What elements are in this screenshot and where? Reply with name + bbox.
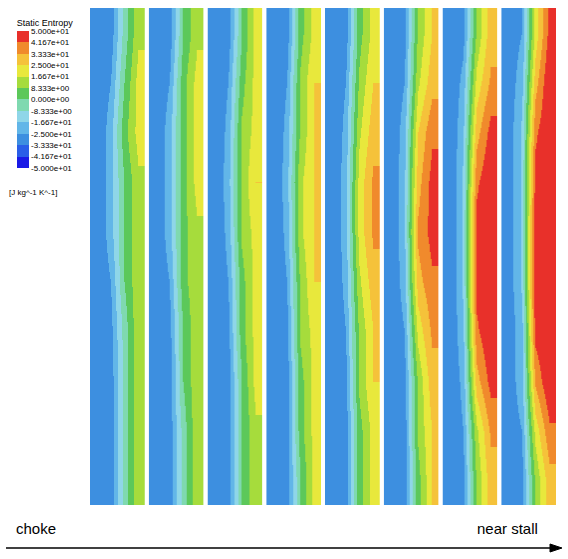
- svg-text:-3.333e+01: -3.333e+01: [31, 141, 72, 150]
- svg-text:1.667e+01: 1.667e+01: [31, 72, 70, 81]
- svg-text:-1.667e+01: -1.667e+01: [31, 118, 72, 127]
- svg-text:4.167e+01: 4.167e+01: [31, 38, 70, 47]
- svg-text:2.500e+01: 2.500e+01: [31, 61, 70, 70]
- svg-text:5.000e+01: 5.000e+01: [31, 27, 70, 36]
- svg-text:choke: choke: [16, 520, 56, 537]
- svg-text:-4.167e+01: -4.167e+01: [31, 152, 72, 161]
- svg-text:8.333e+00: 8.333e+00: [31, 84, 70, 93]
- svg-text:-8.333e+00: -8.333e+00: [31, 107, 72, 116]
- svg-text:-5.000e+01: -5.000e+01: [31, 164, 72, 173]
- svg-text:Static Entropy: Static Entropy: [17, 18, 74, 28]
- svg-text:3.333e+01: 3.333e+01: [31, 50, 70, 59]
- svg-text:near stall: near stall: [477, 520, 538, 537]
- svg-text:0.000e+00: 0.000e+00: [31, 95, 70, 104]
- svg-text:[J kg^-1 K^-1]: [J kg^-1 K^-1]: [9, 188, 57, 197]
- svg-text:-2.500e+01: -2.500e+01: [31, 130, 72, 139]
